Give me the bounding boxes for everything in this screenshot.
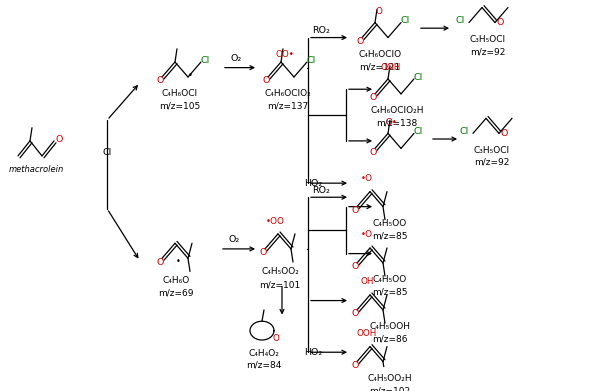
Text: m/z=121: m/z=121 [359, 62, 401, 71]
Text: O: O [156, 76, 164, 85]
Text: m/z=138: m/z=138 [376, 118, 418, 127]
Text: C₄H₅OO₂H: C₄H₅OO₂H [368, 374, 412, 383]
Text: m/z=84: m/z=84 [246, 361, 282, 370]
Text: O₂: O₂ [230, 54, 242, 63]
Text: HO₂: HO₂ [304, 179, 322, 188]
Text: O₂: O₂ [228, 235, 239, 244]
Text: O: O [351, 262, 359, 271]
Text: C₄H₆OClO₂H: C₄H₆OClO₂H [370, 106, 424, 115]
Text: O: O [259, 248, 267, 257]
Text: Cl: Cl [401, 16, 410, 25]
Text: O: O [351, 361, 359, 370]
Text: C₄H₅OO: C₄H₅OO [373, 275, 407, 284]
Text: •: • [176, 256, 181, 265]
Text: OO•: OO• [276, 50, 295, 59]
Text: •OO: •OO [265, 217, 284, 226]
Text: O: O [369, 148, 377, 157]
Text: •O: •O [361, 174, 373, 183]
Text: m/z=85: m/z=85 [372, 288, 408, 297]
Text: C₃H₅OCl: C₃H₅OCl [474, 146, 510, 155]
Text: O: O [496, 18, 504, 27]
Text: RO₂: RO₂ [312, 27, 330, 36]
Text: C₄H₆O: C₄H₆O [162, 276, 190, 285]
Text: •O: •O [361, 230, 373, 239]
Text: O: O [501, 129, 508, 138]
Text: O: O [156, 258, 164, 267]
Text: m/z=101: m/z=101 [259, 280, 301, 289]
Text: m/z=137: m/z=137 [267, 102, 308, 111]
Text: O: O [262, 76, 270, 85]
Text: Cl: Cl [460, 127, 469, 136]
Text: m/z=102: m/z=102 [370, 386, 410, 391]
Text: Cl: Cl [413, 72, 422, 81]
Text: Cl: Cl [102, 148, 112, 157]
Text: O: O [356, 37, 364, 46]
Text: OH: OH [360, 277, 374, 286]
Text: Cl: Cl [413, 127, 422, 136]
Text: m/z=85: m/z=85 [372, 231, 408, 240]
Text: O: O [376, 7, 382, 16]
Text: Cl: Cl [307, 56, 316, 65]
Text: O: O [369, 93, 377, 102]
Text: C₄H₄O₂: C₄H₄O₂ [248, 349, 279, 358]
Text: m/z=92: m/z=92 [474, 158, 510, 167]
Text: O: O [351, 206, 359, 215]
Text: C₃H₅OCl: C₃H₅OCl [470, 35, 506, 44]
Text: C₄H₆OCl: C₄H₆OCl [162, 90, 198, 99]
Text: •: • [188, 71, 193, 80]
Text: OOH: OOH [381, 63, 401, 72]
Text: C₄H₅OO: C₄H₅OO [373, 219, 407, 228]
Text: m/z=92: m/z=92 [470, 47, 505, 56]
Text: O: O [55, 135, 62, 144]
Text: OOH: OOH [357, 329, 377, 338]
Text: m/z=105: m/z=105 [159, 102, 201, 111]
Text: O: O [273, 334, 279, 343]
Text: O: O [351, 309, 359, 318]
Text: methacrolein: methacrolein [8, 165, 64, 174]
Text: m/z=86: m/z=86 [372, 335, 408, 344]
Text: RO₂: RO₂ [312, 186, 330, 195]
Text: C₄H₅OOH: C₄H₅OOH [370, 322, 410, 331]
Text: C₄H₆OClO: C₄H₆OClO [358, 50, 402, 59]
Text: Cl: Cl [456, 16, 465, 25]
Text: O•: O• [385, 118, 397, 127]
Text: Cl: Cl [201, 56, 210, 65]
Text: m/z=69: m/z=69 [158, 289, 194, 298]
Text: C₄H₆OClO₂: C₄H₆OClO₂ [265, 90, 311, 99]
Text: C₄H₅OO₂: C₄H₅OO₂ [261, 267, 299, 276]
Text: HO₂: HO₂ [304, 348, 322, 357]
